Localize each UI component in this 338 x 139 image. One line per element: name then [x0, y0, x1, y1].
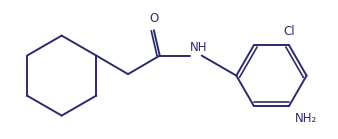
Text: NH₂: NH₂	[295, 112, 317, 125]
Text: NH: NH	[190, 41, 208, 54]
Text: Cl: Cl	[283, 25, 295, 38]
Text: O: O	[149, 12, 159, 25]
